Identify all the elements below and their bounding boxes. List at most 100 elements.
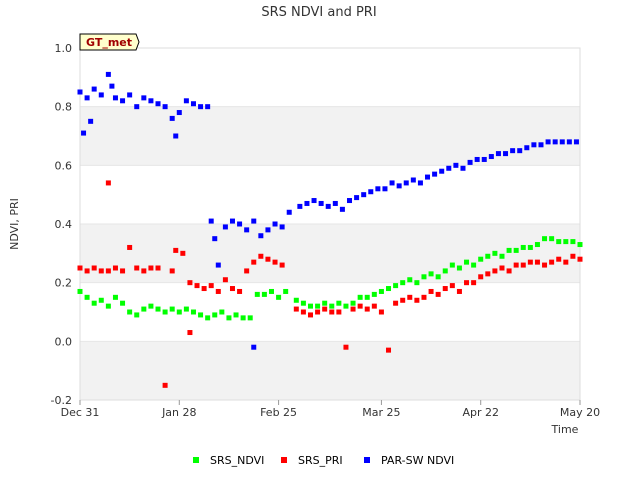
point-par-sw-ndvi	[474, 156, 480, 162]
point-srs-ndvi	[300, 300, 306, 306]
point-par-sw-ndvi	[77, 89, 83, 95]
point-par-sw-ndvi	[439, 168, 445, 174]
point-par-sw-ndvi	[573, 139, 579, 145]
point-par-sw-ndvi	[325, 203, 331, 209]
point-srs-ndvi	[485, 253, 491, 259]
point-par-sw-ndvi	[265, 227, 271, 233]
point-par-sw-ndvi	[237, 221, 243, 227]
point-srs-ndvi	[112, 294, 118, 300]
point-srs-ndvi	[378, 288, 384, 294]
point-par-sw-ndvi	[375, 186, 381, 192]
x-tick-label: Jan 28	[161, 406, 196, 419]
point-par-sw-ndvi	[286, 209, 292, 215]
point-srs-pri	[222, 277, 228, 283]
y-tick-label: 0.0	[55, 335, 73, 348]
point-srs-pri	[307, 312, 313, 318]
point-srs-ndvi	[549, 236, 555, 242]
point-par-sw-ndvi	[91, 86, 97, 92]
point-srs-pri	[435, 291, 441, 297]
point-par-sw-ndvi	[524, 145, 530, 151]
point-srs-pri	[127, 244, 133, 250]
point-srs-ndvi	[570, 239, 576, 245]
point-par-sw-ndvi	[212, 236, 218, 242]
point-par-sw-ndvi	[183, 98, 189, 104]
point-srs-pri	[414, 297, 420, 303]
point-srs-ndvi	[499, 253, 505, 259]
point-par-sw-ndvi	[347, 198, 353, 204]
grid-band	[80, 224, 580, 283]
point-par-sw-ndvi	[446, 165, 452, 171]
point-srs-pri	[570, 253, 576, 259]
point-srs-ndvi	[134, 312, 140, 318]
point-srs-pri	[120, 268, 126, 274]
point-srs-pri	[208, 283, 214, 289]
point-srs-pri	[449, 283, 455, 289]
point-par-sw-ndvi	[134, 104, 140, 110]
point-srs-pri	[357, 303, 363, 309]
point-par-sw-ndvi	[339, 206, 345, 212]
point-par-sw-ndvi	[566, 139, 572, 145]
point-srs-ndvi	[456, 265, 462, 271]
point-par-sw-ndvi	[205, 104, 211, 110]
point-par-sw-ndvi	[258, 233, 264, 239]
point-srs-ndvi	[556, 239, 562, 245]
grid-band	[80, 341, 580, 400]
point-srs-ndvi	[520, 244, 526, 250]
x-tick-label: Feb 25	[260, 406, 297, 419]
point-par-sw-ndvi	[403, 180, 409, 186]
point-srs-ndvi	[563, 239, 569, 245]
point-par-sw-ndvi	[215, 262, 221, 268]
point-par-sw-ndvi	[98, 92, 104, 98]
x-tick-label: May 20	[560, 406, 600, 419]
point-par-sw-ndvi	[190, 101, 196, 107]
point-srs-pri	[378, 309, 384, 315]
point-srs-ndvi	[98, 297, 104, 303]
point-srs-pri	[141, 268, 147, 274]
point-srs-ndvi	[393, 283, 399, 289]
point-srs-ndvi	[442, 268, 448, 274]
point-srs-pri	[187, 280, 193, 286]
legend-swatch	[364, 457, 370, 463]
point-srs-pri	[371, 303, 377, 309]
point-par-sw-ndvi	[332, 200, 338, 206]
point-par-sw-ndvi	[410, 177, 416, 183]
point-par-sw-ndvi	[169, 115, 175, 121]
point-srs-ndvi	[205, 315, 211, 321]
point-par-sw-ndvi	[105, 71, 111, 77]
point-par-sw-ndvi	[304, 200, 310, 206]
point-srs-pri	[520, 262, 526, 268]
point-srs-ndvi	[120, 300, 126, 306]
point-srs-pri	[229, 286, 235, 292]
point-par-sw-ndvi	[81, 130, 87, 136]
point-srs-pri	[343, 344, 349, 350]
point-srs-ndvi	[276, 294, 282, 300]
y-axis: -0.2 0.0 0.2 0.4 0.6 0.8 1.0	[51, 42, 72, 407]
point-srs-pri	[499, 265, 505, 271]
point-srs-ndvi	[414, 280, 420, 286]
point-srs-ndvi	[315, 303, 321, 309]
point-srs-pri	[386, 347, 392, 353]
legend-label: PAR-SW NDVI	[381, 454, 454, 467]
point-par-sw-ndvi	[538, 142, 544, 148]
point-srs-ndvi	[240, 315, 246, 321]
point-par-sw-ndvi	[311, 198, 317, 204]
legend-label: SRS_PRI	[298, 454, 343, 467]
point-srs-ndvi	[357, 294, 363, 300]
point-srs-pri	[506, 268, 512, 274]
legend: SRS_NDVI SRS_PRI PAR-SW NDVI	[193, 454, 454, 467]
point-srs-ndvi	[542, 236, 548, 242]
point-srs-pri	[215, 288, 221, 294]
point-srs-ndvi	[176, 309, 182, 315]
point-srs-pri	[527, 259, 533, 265]
x-tick-label: Apr 22	[462, 406, 499, 419]
plot-area	[79, 47, 581, 401]
point-srs-pri	[105, 180, 111, 186]
legend-swatch	[193, 457, 199, 463]
point-srs-pri	[251, 259, 257, 265]
point-srs-ndvi	[421, 274, 427, 280]
x-tick-label: Mar 25	[362, 406, 400, 419]
point-par-sw-ndvi	[453, 162, 459, 168]
point-srs-pri	[105, 268, 111, 274]
point-srs-ndvi	[506, 247, 512, 253]
point-srs-pri	[400, 297, 406, 303]
